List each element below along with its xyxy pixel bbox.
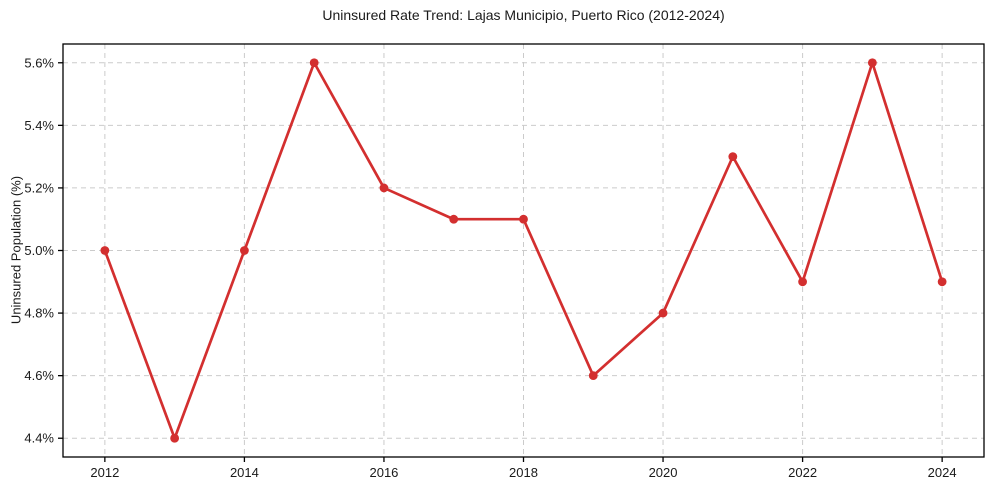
x-tick-label: 2014 bbox=[230, 465, 259, 480]
x-tick-label: 2016 bbox=[369, 465, 398, 480]
y-tick-label: 4.8% bbox=[24, 306, 54, 321]
data-point bbox=[240, 246, 249, 255]
x-tick-label: 2012 bbox=[90, 465, 119, 480]
x-tick-label: 2018 bbox=[509, 465, 538, 480]
y-tick-label: 5.0% bbox=[24, 243, 54, 258]
data-point bbox=[170, 433, 180, 443]
data-point bbox=[100, 246, 110, 255]
x-tick-label: 2024 bbox=[928, 465, 957, 480]
data-point bbox=[937, 277, 947, 287]
x-tick-label: 2022 bbox=[788, 465, 817, 480]
y-tick-label: 5.2% bbox=[24, 180, 54, 195]
y-tick-label: 5.4% bbox=[24, 118, 54, 133]
y-tick-label: 4.4% bbox=[24, 431, 54, 446]
data-point bbox=[588, 371, 598, 381]
data-point bbox=[867, 58, 877, 68]
data-point bbox=[798, 277, 807, 287]
data-point bbox=[658, 308, 668, 318]
y-tick-label: 4.6% bbox=[24, 368, 54, 383]
y-tick-label: 5.6% bbox=[24, 55, 54, 70]
data-point bbox=[449, 214, 459, 224]
x-tick-label: 2020 bbox=[649, 465, 678, 480]
data-point bbox=[728, 152, 738, 162]
data-point bbox=[309, 58, 319, 68]
data-point bbox=[379, 183, 389, 193]
chart-title: Uninsured Rate Trend: Lajas Municipio, P… bbox=[322, 7, 725, 23]
data-point bbox=[519, 214, 528, 224]
